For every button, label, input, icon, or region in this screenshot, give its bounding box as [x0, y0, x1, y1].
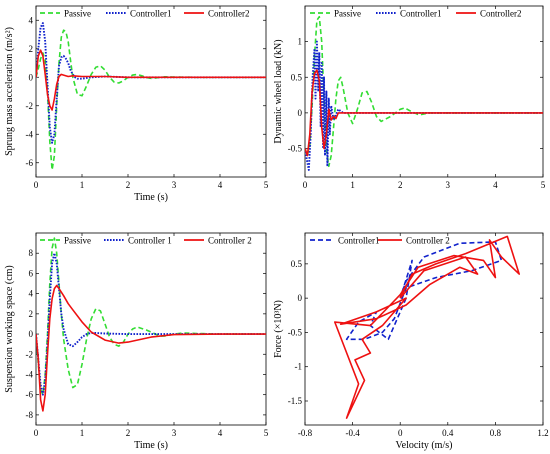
- y-axis-label: Dynamic wheel load (kN): [273, 39, 284, 143]
- x-tick-label: 2: [126, 428, 131, 438]
- legend-label: Passive: [64, 9, 91, 19]
- y-tick-label: -4: [26, 369, 34, 379]
- y-axis-label: Sprung mass acceleration (m/s²): [4, 27, 15, 156]
- plot-area: [35, 232, 267, 426]
- x-tick-label: 5: [541, 180, 546, 190]
- series-line-2: [36, 22, 266, 144]
- plot-area: [35, 5, 267, 178]
- x-tick-label: 0: [398, 428, 403, 438]
- series-line-2: [334, 235, 520, 419]
- y-axis-label: Force (×10³N): [273, 300, 284, 358]
- y-tick-label: 2: [29, 309, 34, 319]
- series-line-2: [305, 40, 543, 171]
- y-tick-label: 0: [29, 72, 34, 82]
- legend-label: Controller 1: [128, 236, 172, 246]
- legend-label: Controller1: [338, 236, 380, 246]
- y-tick-label: 1: [298, 37, 303, 47]
- y-tick-label: -4: [26, 129, 34, 139]
- chart-panel-4: -0.8 -0.4 0 0.4 0.8 1.2 -1.5 -1 -0.5 0 0.5 Velocity…: [273, 232, 549, 451]
- x-axis-label: Time (s): [134, 440, 168, 451]
- chart-panel-1: 0 1 2 3 4 5 -6 -4 -2 0 2 4 Time (s) Sprung mass accel…: [4, 5, 269, 203]
- legend-label: Controller 2: [406, 236, 450, 246]
- series-line-3: [305, 69, 543, 157]
- series-line-3: [36, 49, 266, 111]
- plot-area: [304, 5, 544, 178]
- y-tick-label: -6: [26, 158, 34, 168]
- y-tick-label: -0.5: [288, 327, 303, 337]
- chart-panel-3: 0 1 2 3 4 5 -8 -6 -4 -2 0 2 4 6 8 Time (s) Suspension wo…: [4, 232, 269, 451]
- x-tick-label: 5: [264, 180, 269, 190]
- x-tick-label: 1: [80, 428, 85, 438]
- y-tick-label: 4: [29, 15, 34, 25]
- x-tick-label: 0: [34, 428, 39, 438]
- x-axis-label: Velocity (m/s): [396, 440, 453, 451]
- y-tick-label: 0: [298, 293, 303, 303]
- y-tick-label: -8: [26, 410, 34, 420]
- legend-label: Controller 2: [208, 236, 252, 246]
- legend-label: Controller1: [130, 9, 172, 19]
- legend-label: Passive: [64, 236, 91, 246]
- x-tick-label: 1: [350, 180, 355, 190]
- x-tick-label: 0.4: [442, 428, 454, 438]
- legend-label: Controller2: [480, 9, 522, 19]
- y-tick-label: 0: [298, 108, 303, 118]
- y-tick-label: 4: [29, 289, 34, 299]
- x-tick-label: -0.8: [298, 428, 313, 438]
- y-tick-label: 0: [29, 329, 34, 339]
- y-tick-label: -2: [26, 101, 34, 111]
- y-tick-label: -1: [295, 362, 303, 372]
- y-tick-label: -1.5: [288, 396, 303, 406]
- x-tick-label: 4: [218, 428, 223, 438]
- x-tick-label: 1.2: [537, 428, 548, 438]
- x-axis-label: Time (s): [134, 192, 168, 203]
- legend-label: Passive: [334, 9, 361, 19]
- x-tick-label: 1: [80, 180, 85, 190]
- x-tick-label: 2: [126, 180, 131, 190]
- x-tick-label: 3: [446, 180, 451, 190]
- chart-panel-2: 0 1 2 3 4 5 -0.5 0 0.5 1 Dynamic wheel load (kN) Pa…: [273, 5, 546, 190]
- series-line-1: [345, 241, 503, 341]
- y-axis-label: Suspension working space (cm): [4, 265, 15, 392]
- x-tick-label: 0: [303, 180, 308, 190]
- series-line-3: [36, 284, 266, 412]
- y-tick-label: -0.5: [288, 144, 303, 154]
- y-tick-label: 8: [29, 248, 34, 258]
- series-line-1: [36, 237, 266, 396]
- y-tick-label: 0.5: [291, 259, 303, 269]
- x-tick-label: 3: [172, 180, 177, 190]
- x-tick-label: 0: [34, 180, 39, 190]
- x-tick-label: -0.4: [345, 428, 360, 438]
- y-tick-label: -2: [26, 349, 34, 359]
- x-tick-label: 4: [218, 180, 223, 190]
- y-tick-label: 6: [29, 268, 34, 278]
- x-tick-label: 3: [172, 428, 177, 438]
- y-tick-label: 0.5: [291, 72, 303, 82]
- legend-label: Controller1: [400, 9, 442, 19]
- x-tick-label: 5: [264, 428, 269, 438]
- series-line-1: [305, 15, 543, 168]
- legend-label: Controller2: [208, 9, 250, 19]
- x-tick-label: 2: [398, 180, 403, 190]
- y-tick-label: -6: [26, 390, 34, 400]
- y-tick-label: 2: [29, 44, 34, 54]
- x-tick-label: 4: [493, 180, 498, 190]
- x-tick-label: 0.8: [490, 428, 502, 438]
